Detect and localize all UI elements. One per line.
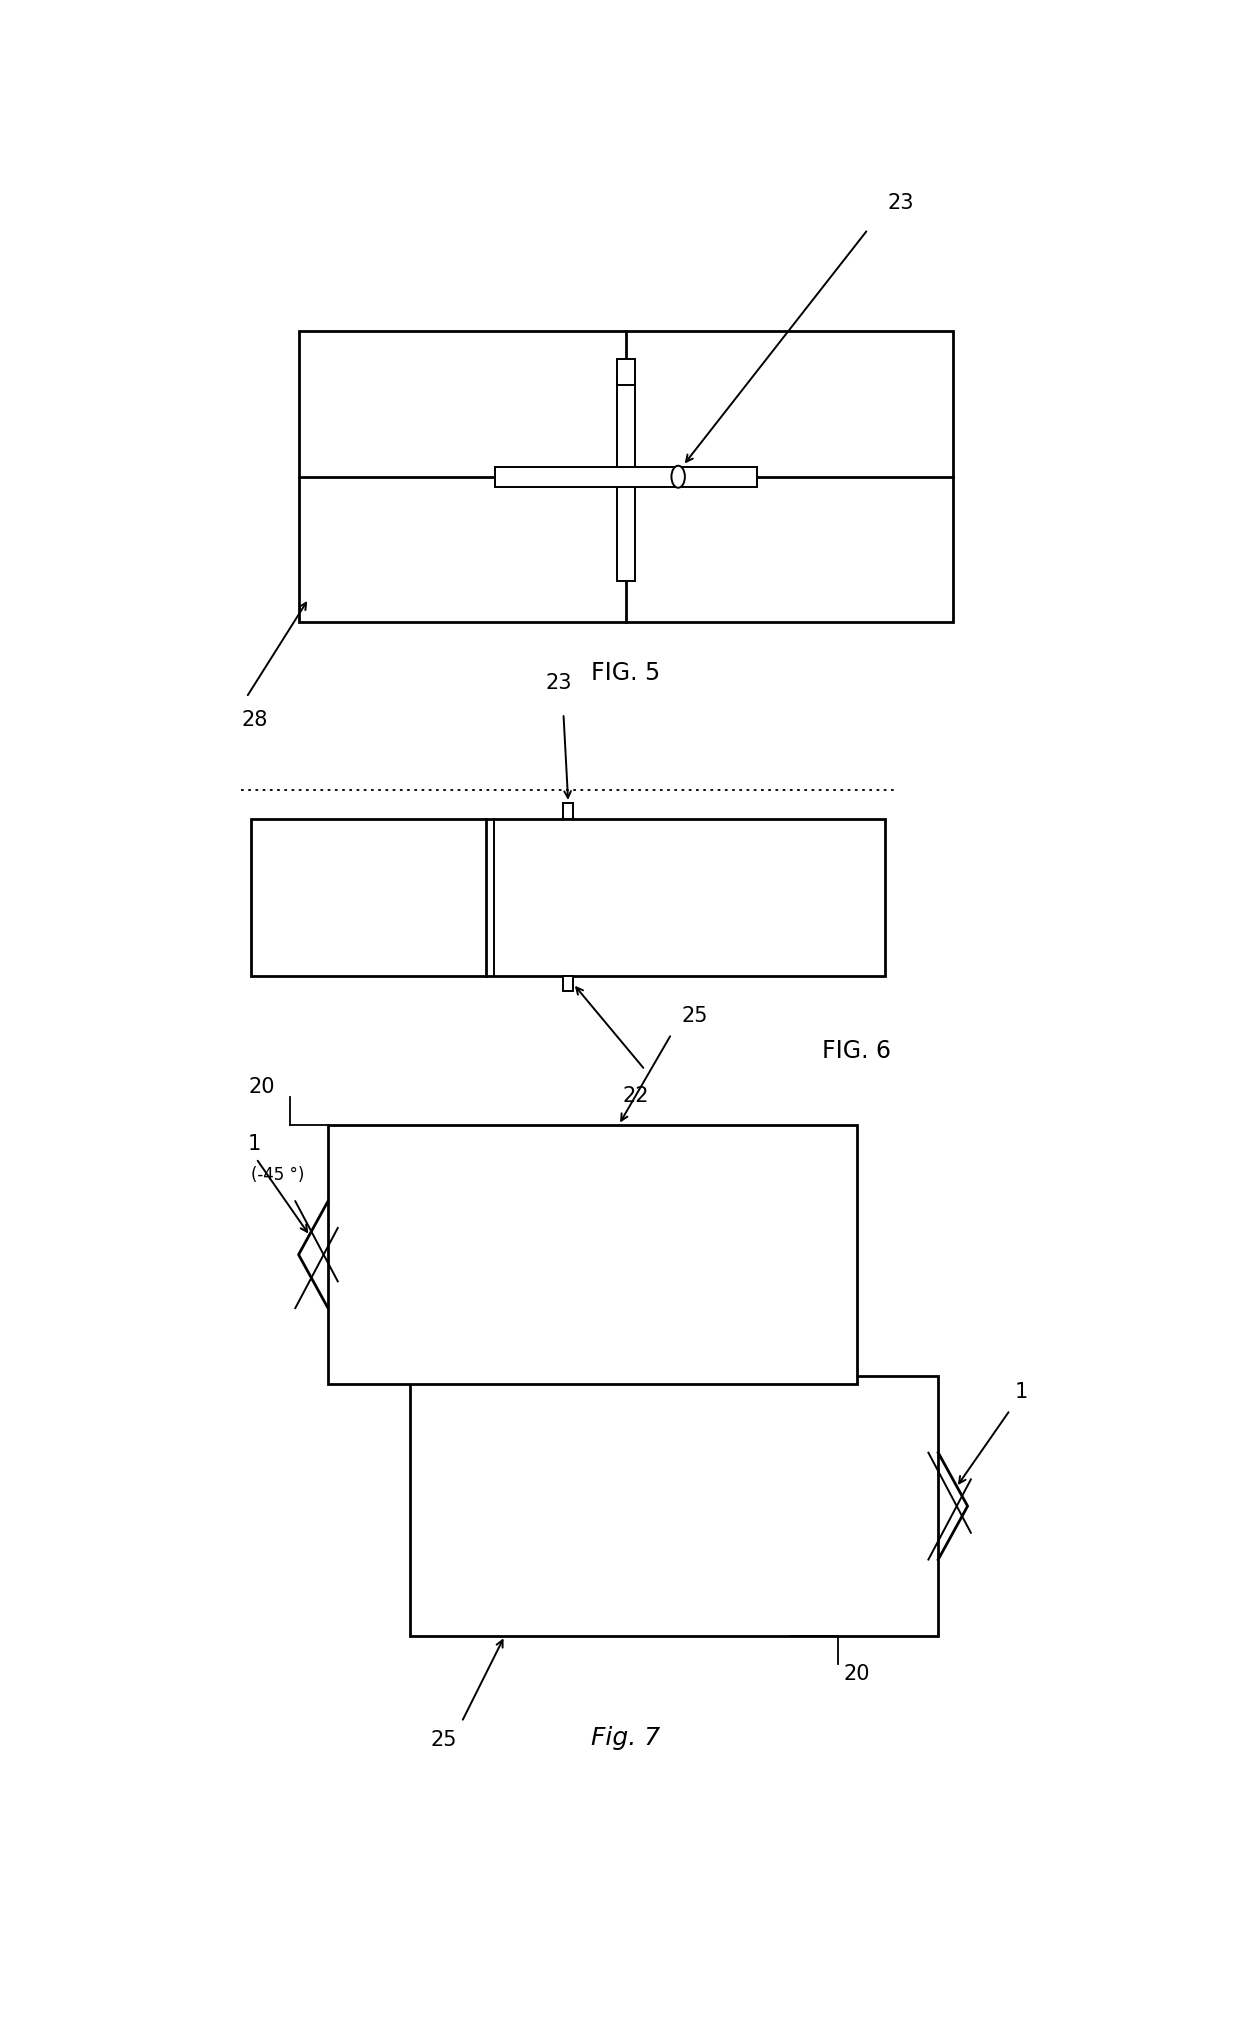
Text: (-45 °): (-45 °)	[252, 1165, 305, 1184]
Text: 1: 1	[248, 1133, 260, 1153]
Text: 1: 1	[1014, 1382, 1028, 1402]
Text: 23: 23	[546, 674, 572, 692]
Text: 25: 25	[430, 1731, 456, 1749]
Bar	[327, 1125, 857, 1384]
Bar	[495, 467, 756, 488]
Text: FIG. 5: FIG. 5	[591, 661, 661, 686]
Circle shape	[671, 465, 684, 488]
Bar	[409, 1376, 939, 1635]
Bar	[563, 802, 573, 818]
Bar	[618, 371, 635, 582]
Text: Fig. 7: Fig. 7	[591, 1727, 661, 1751]
Text: 22: 22	[622, 1086, 649, 1106]
Text: 20: 20	[249, 1078, 275, 1096]
Text: FIG. 6: FIG. 6	[822, 1039, 892, 1063]
Text: 20: 20	[843, 1663, 869, 1684]
Bar	[563, 976, 573, 992]
Text: 23: 23	[888, 194, 914, 214]
Bar	[618, 359, 635, 384]
Text: 25: 25	[681, 1006, 708, 1027]
Bar	[250, 818, 885, 976]
Bar	[299, 331, 952, 623]
Text: 28: 28	[242, 710, 268, 731]
